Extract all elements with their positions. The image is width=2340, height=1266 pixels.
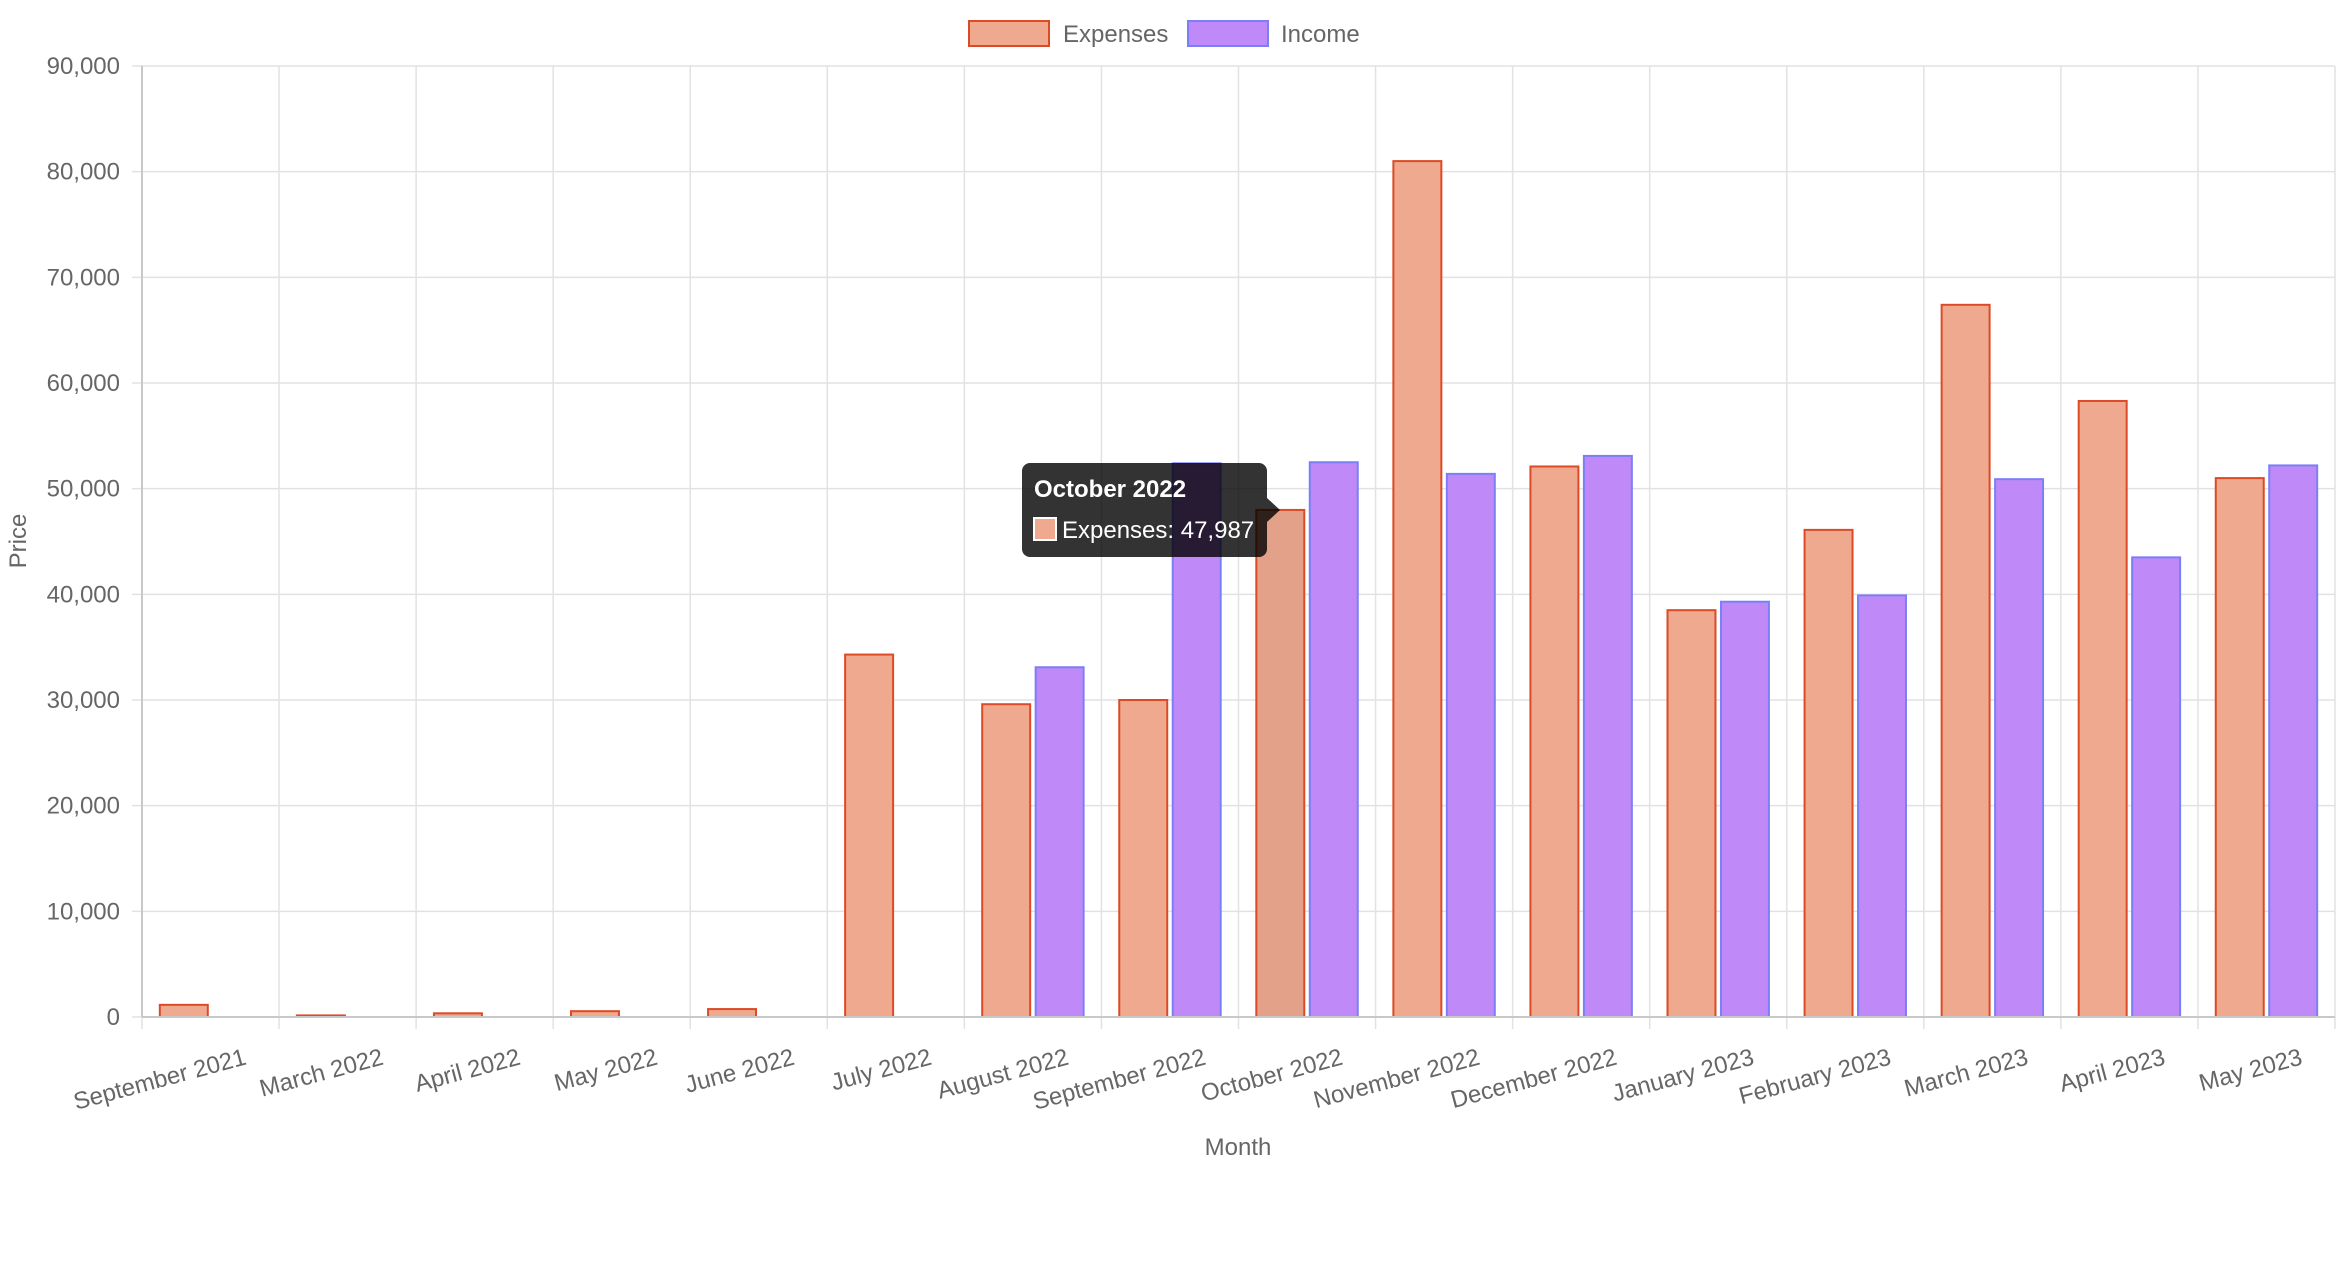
bar-expenses-7[interactable]	[1118, 699, 1169, 1018]
y-tick-label: 50,000	[47, 476, 120, 503]
x-tick-label: June 2022	[682, 1044, 797, 1099]
bar-expenses-9[interactable]	[1392, 160, 1443, 1019]
x-tick-label: September 2021	[71, 1044, 249, 1116]
y-tick-label: 30,000	[47, 687, 120, 714]
x-tick-label: April 2022	[412, 1044, 523, 1098]
bar-income-13[interactable]	[1994, 478, 2045, 1018]
x-tick-label: March 2022	[257, 1044, 386, 1103]
y-tick-label: 40,000	[47, 581, 120, 608]
bar-income-9[interactable]	[1445, 472, 1496, 1018]
bar-income-14[interactable]	[2131, 556, 2182, 1018]
bar-expenses-15[interactable]	[2214, 477, 2265, 1019]
legend-swatch-income[interactable]	[1187, 20, 1269, 47]
bar-expenses-0[interactable]	[158, 1003, 209, 1018]
x-axis-title: Month	[1205, 1134, 1272, 1161]
tooltip: October 2022 Expenses: 47,987	[1022, 463, 1280, 557]
x-tick-label: February 2023	[1736, 1044, 1894, 1110]
bar-expenses-6[interactable]	[981, 703, 1032, 1019]
y-tick-label: 70,000	[47, 264, 120, 291]
tooltip-swatch	[1033, 517, 1057, 541]
y-tick-label: 60,000	[47, 370, 120, 397]
y-tick-label: 90,000	[47, 53, 120, 80]
bar-expenses-5[interactable]	[844, 653, 895, 1019]
bar-expenses-14[interactable]	[2077, 399, 2128, 1019]
y-tick-label: 20,000	[47, 793, 120, 820]
axes	[141, 66, 2335, 1018]
y-tick-label: 0	[107, 1004, 120, 1031]
y-axis-ticks: 0 10,000 20,000 30,000 40,000 50,000 60,000 70,…	[47, 53, 120, 1031]
legend: Expenses Income	[968, 20, 1360, 48]
legend-swatch-expenses[interactable]	[968, 20, 1050, 47]
tooltip-box	[1022, 463, 1267, 557]
bar-expenses-11[interactable]	[1666, 609, 1717, 1019]
y-tick-label: 80,000	[47, 159, 120, 186]
bar-income-11[interactable]	[1719, 600, 1770, 1018]
bar-income-15[interactable]	[2268, 464, 2319, 1019]
x-axis-ticks: September 2021 March 2022 April 2022 May 20…	[71, 1044, 2305, 1116]
x-tick-label: April 2023	[2057, 1044, 2168, 1098]
bar-income-8[interactable]	[1308, 461, 1359, 1018]
bar-expenses-4[interactable]	[707, 1008, 758, 1019]
tooltip-caret	[1267, 498, 1280, 522]
x-tick-label: May 2022	[551, 1044, 660, 1097]
bar-income-10[interactable]	[1582, 454, 1633, 1019]
x-tick-label: March 2023	[1901, 1044, 2030, 1103]
bar-expenses-10[interactable]	[1529, 465, 1580, 1018]
bar-income-6[interactable]	[1034, 666, 1085, 1018]
tooltip-title: October 2022	[1034, 476, 1186, 503]
bar-expenses-8[interactable]	[1255, 508, 1306, 1018]
x-tick-label: July 2022	[828, 1044, 934, 1097]
tooltip-body: Expenses: 47,987	[1062, 517, 1254, 544]
y-tick-label: 10,000	[47, 898, 120, 925]
y-axis-title: Price	[5, 514, 32, 569]
bar-expenses-12[interactable]	[1803, 528, 1854, 1018]
legend-label-expenses[interactable]: Expenses	[1063, 21, 1168, 48]
bar-expenses-13[interactable]	[1940, 303, 1991, 1019]
x-tick-label: January 2023	[1609, 1044, 1756, 1108]
x-tick-label: May 2023	[2196, 1044, 2305, 1097]
bar-income-12[interactable]	[1857, 594, 1907, 1018]
legend-label-income[interactable]: Income	[1281, 21, 1360, 48]
